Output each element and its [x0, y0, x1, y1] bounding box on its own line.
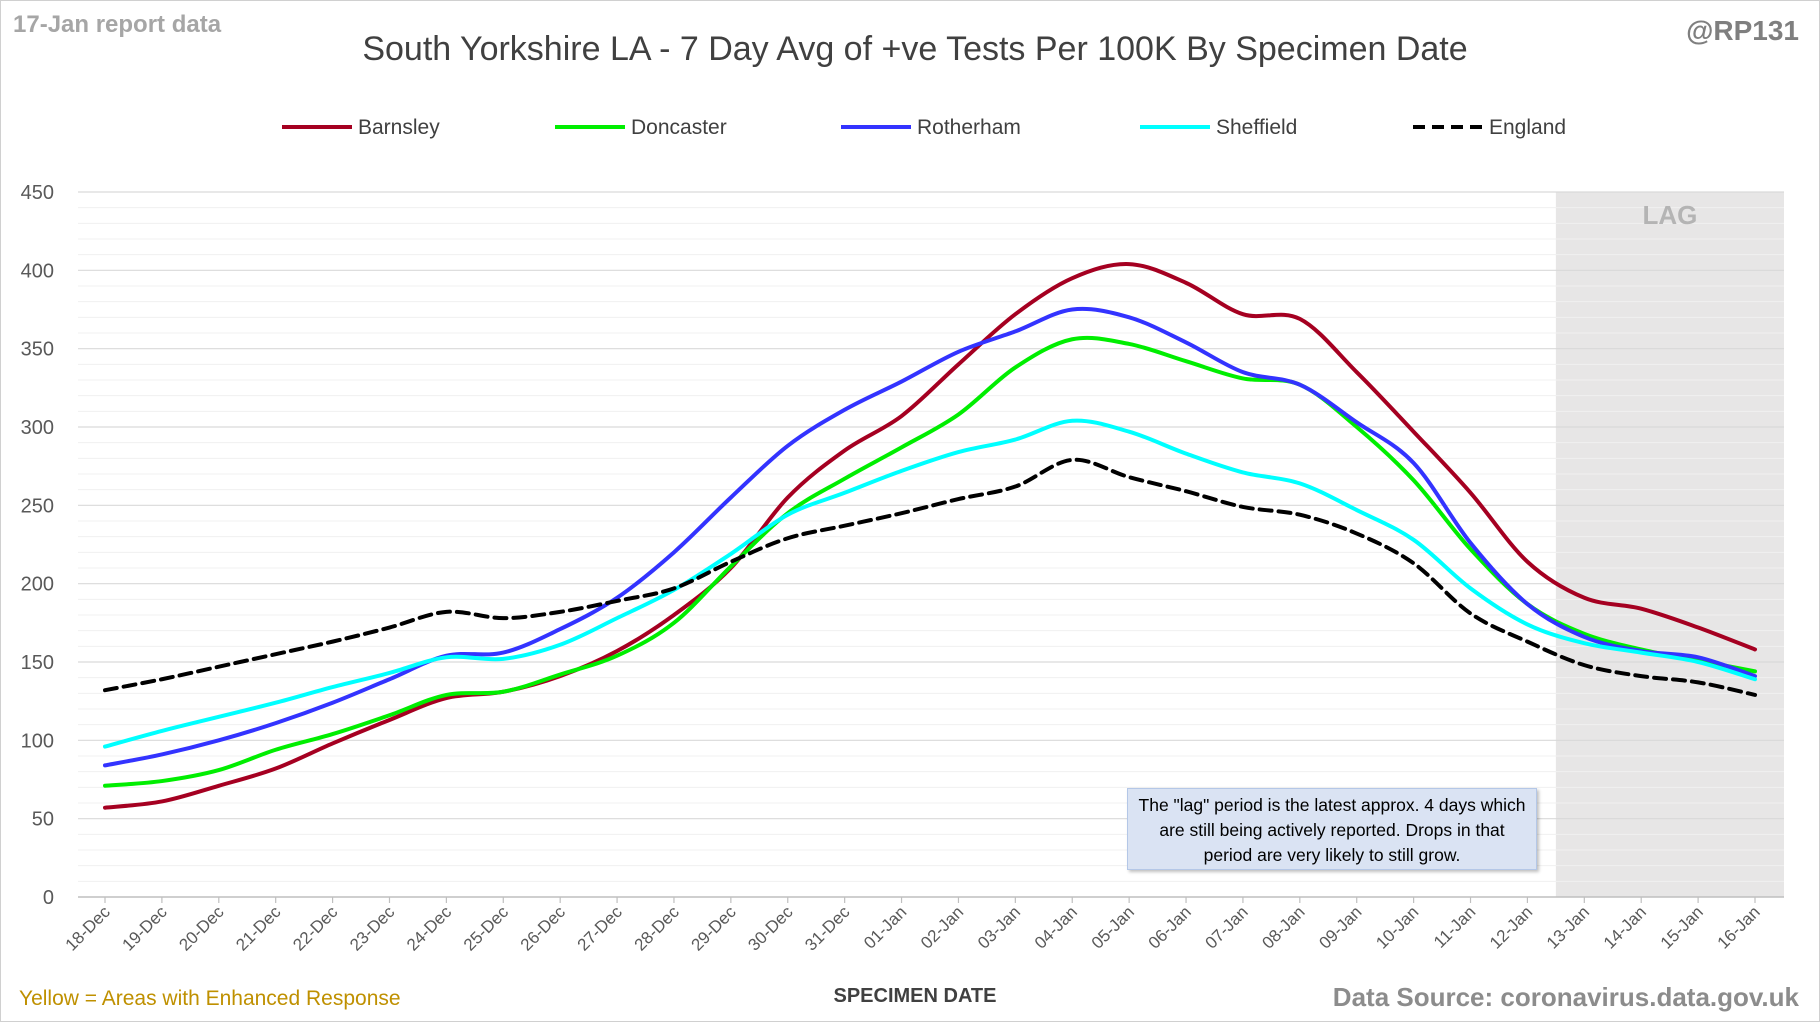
- series-line-barnsley: [103, 262, 1757, 810]
- author-label: @RP131: [1686, 15, 1799, 46]
- chart-title: South Yorkshire LA - 7 Day Avg of +ve Te…: [362, 30, 1467, 68]
- footnote-right: Data Source: coronavirus.data.gov.uk: [1332, 982, 1799, 1012]
- x-tick-label: 02-Jan: [917, 902, 967, 952]
- x-tick-label: 26-Dec: [517, 902, 570, 955]
- legend-label-england: England: [1489, 116, 1566, 139]
- series-line-england: [103, 457, 1757, 697]
- x-tick-label: 01-Jan: [860, 902, 910, 952]
- x-tick-label: 29-Dec: [687, 902, 740, 955]
- x-tick-label: 18-Dec: [62, 902, 115, 955]
- x-tick-label: 28-Dec: [631, 902, 684, 955]
- x-tick-label: 06-Jan: [1145, 902, 1195, 952]
- y-axis: 0 50 100 150 200 250 300 350 400 450: [21, 182, 54, 909]
- series-line-rotherham: [103, 306, 1757, 768]
- y-tick-label: 0: [43, 887, 54, 909]
- x-tick-label: 14-Jan: [1600, 902, 1650, 952]
- series-line-sheffield: [103, 418, 1757, 749]
- x-tick-label: 22-Dec: [289, 902, 342, 955]
- x-tick-label: 15-Jan: [1657, 902, 1707, 952]
- x-tick-label: 23-Dec: [346, 902, 399, 955]
- x-tick-label: 20-Dec: [175, 902, 228, 955]
- grid-lines: [78, 191, 1784, 898]
- series-lines: [103, 262, 1757, 810]
- x-tick-label: 19-Dec: [119, 902, 172, 955]
- y-tick-label: 150: [21, 652, 54, 674]
- x-tick-label: 03-Jan: [974, 902, 1024, 952]
- y-tick-label: 200: [21, 574, 54, 596]
- y-tick-label: 350: [21, 339, 54, 361]
- y-tick-label: 300: [21, 417, 54, 439]
- report-label: 17-Jan report data: [13, 11, 222, 38]
- y-tick-label: 450: [21, 182, 54, 204]
- y-tick-label: 50: [32, 809, 54, 831]
- x-tick-label: 25-Dec: [460, 902, 513, 955]
- x-axis: 18-Dec 19-Dec 20-Dec 21-Dec 22-Dec 23-Dec 24-D…: [62, 897, 1764, 955]
- x-tick-label: 13-Jan: [1543, 902, 1593, 952]
- x-axis-title: SPECIMEN DATE: [834, 985, 997, 1007]
- x-tick-label: 27-Dec: [574, 902, 627, 955]
- x-tick-label: 24-Dec: [403, 902, 456, 955]
- x-tick-label: 09-Jan: [1315, 902, 1365, 952]
- x-tick-label: 10-Jan: [1372, 902, 1422, 952]
- x-tick-label: 31-Dec: [801, 902, 854, 955]
- x-tick-label: 07-Jan: [1202, 902, 1252, 952]
- lag-shade: [1555, 192, 1784, 897]
- x-tick-label: 05-Jan: [1088, 902, 1138, 952]
- series-line-doncaster: [103, 335, 1757, 788]
- x-tick-label: 30-Dec: [744, 902, 797, 955]
- footnote-left: Yellow = Areas with Enhanced Response: [19, 987, 401, 1010]
- x-tick-label: 08-Jan: [1258, 902, 1308, 952]
- lag-annotation: The "lag" period is the latest approx. 4…: [1127, 788, 1537, 870]
- y-tick-label: 400: [21, 260, 54, 282]
- y-tick-label: 100: [21, 730, 54, 752]
- legend-label-barnsley: Barnsley: [358, 116, 440, 139]
- legend-label-sheffield: Sheffield: [1216, 116, 1297, 139]
- x-tick-label: 04-Jan: [1031, 902, 1081, 952]
- legend-label-rotherham: Rotherham: [917, 116, 1021, 139]
- x-tick-label: 11-Jan: [1430, 902, 1479, 951]
- x-tick-label: 21-Dec: [232, 902, 285, 955]
- lag-label: LAG: [1642, 200, 1697, 230]
- legend-label-doncaster: Doncaster: [631, 116, 727, 139]
- legend: Barnsley Doncaster Rotherham Sheffield Engla…: [282, 116, 1566, 139]
- y-tick-label: 250: [21, 495, 54, 517]
- x-tick-label: 12-Jan: [1486, 902, 1536, 952]
- x-tick-label: 16-Jan: [1714, 902, 1764, 952]
